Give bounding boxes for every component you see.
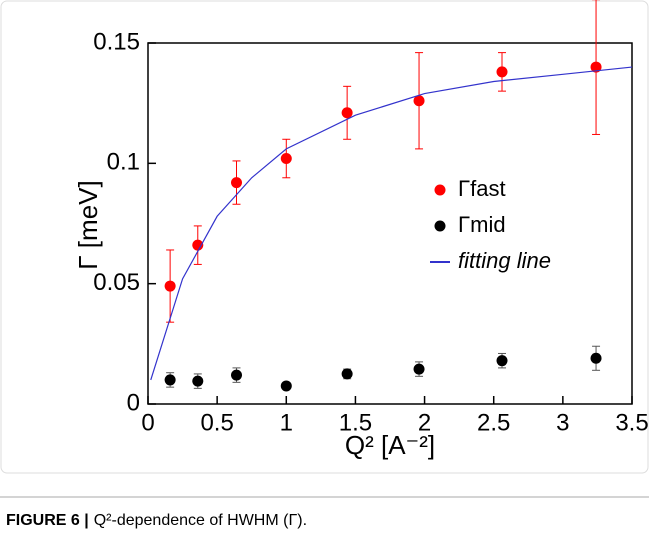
y-tick-label: 0.1 [107, 149, 140, 176]
figure-frame [0, 0, 649, 474]
point [590, 61, 602, 73]
legend-label: Γmid [458, 212, 506, 237]
x-tick-label: 0 [141, 409, 154, 436]
point [231, 177, 243, 189]
point [192, 375, 204, 387]
legend-label: fitting line [458, 248, 551, 273]
point [341, 107, 353, 119]
point [164, 280, 176, 292]
x-tick-label: 1 [280, 409, 293, 436]
point [496, 355, 508, 367]
x-tick-label: 1.5 [339, 409, 372, 436]
x-tick-label: 3.5 [615, 409, 648, 436]
point [413, 363, 425, 375]
legend-swatch [434, 220, 446, 232]
point [280, 153, 292, 165]
caption: FIGURE 6 | Q²-dependence of HWHM (Γ). [6, 512, 307, 529]
point [590, 352, 602, 364]
legend-label: Γfast [458, 176, 506, 201]
point [280, 380, 292, 392]
y-tick-label: 0.05 [93, 269, 140, 296]
point [413, 95, 425, 107]
point [231, 369, 243, 381]
point [164, 374, 176, 386]
point [496, 66, 508, 78]
x-tick-label: 2 [418, 409, 431, 436]
plot-frame [147, 42, 633, 405]
x-tick-label: 0.5 [200, 409, 233, 436]
legend-swatch [434, 184, 446, 196]
y-tick-label: 0.15 [93, 28, 140, 55]
caption-label: FIGURE 6 | [6, 512, 89, 529]
x-tick-label: 3 [556, 409, 569, 436]
y-tick-label: 0 [127, 389, 140, 416]
y-axis-label: Γ [meV] [73, 180, 103, 269]
x-axis-label: Q² [A⁻²] [345, 430, 435, 460]
x-tick-label: 2.5 [477, 409, 510, 436]
point [341, 368, 353, 380]
caption-text: Q²-dependence of HWHM (Γ). [94, 512, 307, 529]
fit-line [150, 66, 633, 381]
point [192, 239, 204, 251]
